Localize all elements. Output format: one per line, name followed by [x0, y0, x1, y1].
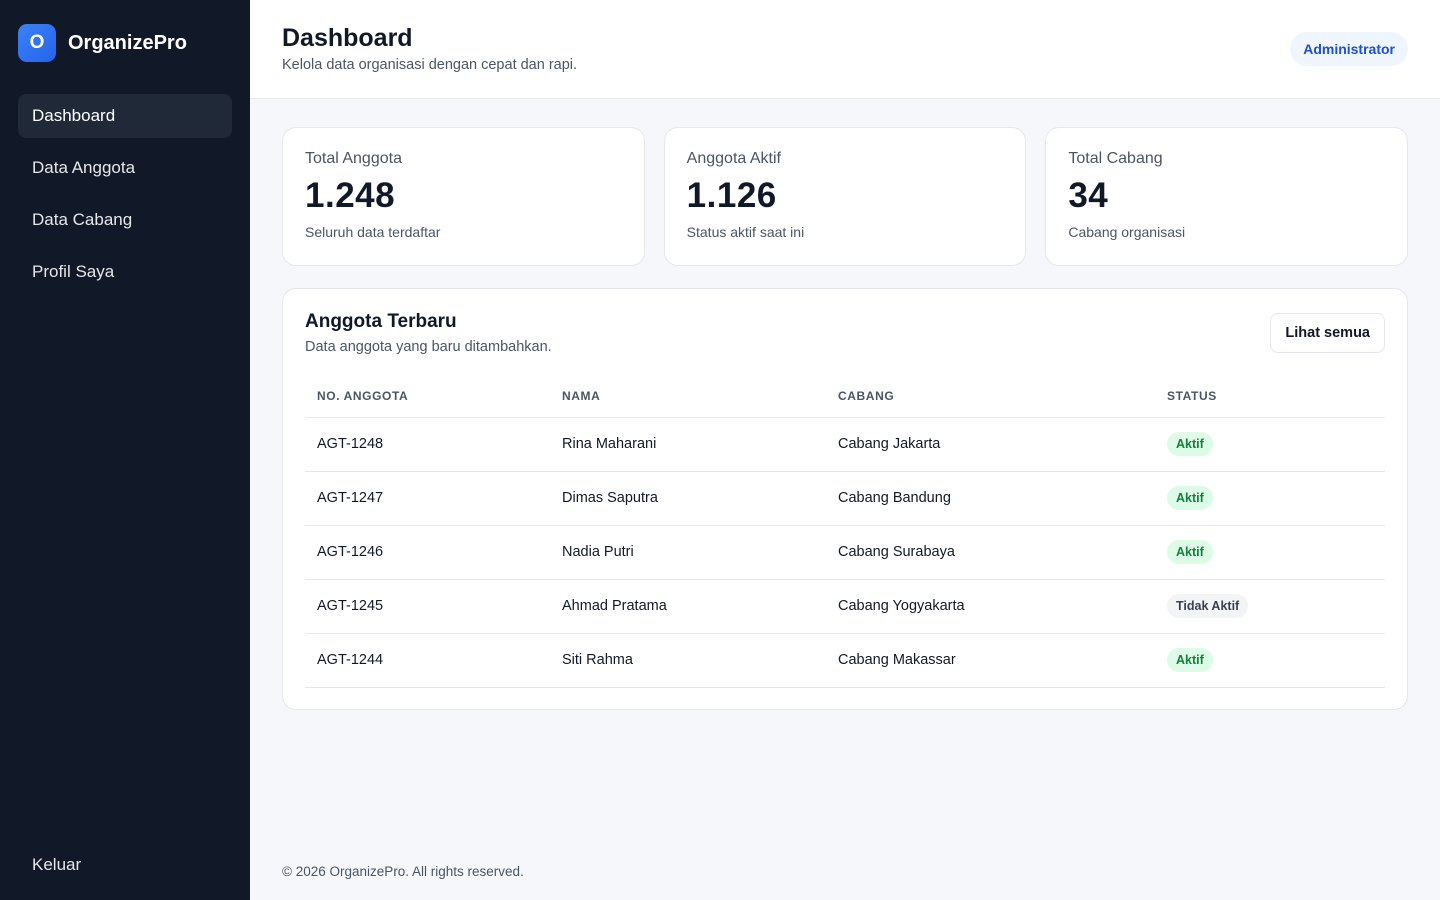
cell-name: Ahmad Pratama — [550, 579, 826, 634]
stat-label: Total Cabang — [1068, 150, 1163, 167]
stat-card-total-anggota: Total Anggota 1.248 Seluruh data terdaft… — [282, 127, 645, 266]
stat-label: Anggota Aktif — [686, 150, 781, 167]
sidebar-nav: Dashboard Data Anggota Data Cabang Profi… — [18, 94, 232, 302]
status-badge: Aktif — [1167, 648, 1213, 672]
sidebar-item-profil-saya[interactable]: Profil Saya — [32, 262, 115, 281]
cell-member-number: AGT-1246 — [305, 525, 550, 580]
cell-status: Aktif — [1155, 417, 1385, 472]
cell-status: Aktif — [1155, 525, 1385, 580]
brand-name: OrganizePro — [68, 31, 187, 54]
page-title: Dashboard — [282, 24, 413, 52]
cell-branch: Cabang Jakarta — [826, 417, 1155, 472]
cell-member-number: AGT-1245 — [305, 579, 550, 634]
table-header-row: NO. ANGGOTA NAMA CABANG STATUS — [305, 375, 1385, 418]
cell-member-number: AGT-1248 — [305, 417, 550, 472]
stat-description: Status aktif saat ini — [686, 224, 805, 240]
stat-description: Seluruh data terdaftar — [305, 224, 441, 240]
cell-member-number: AGT-1244 — [305, 633, 550, 688]
topbar: Dashboard Kelola data organisasi dengan … — [250, 0, 1440, 99]
cell-name: Siti Rahma — [550, 633, 826, 688]
sidebar: O OrganizePro Dashboard Data Anggota Dat… — [0, 0, 250, 900]
column-header-name: NAMA — [550, 375, 826, 418]
stat-value: 1.126 — [686, 176, 777, 215]
table-row[interactable]: AGT-1244 Siti Rahma Cabang Makassar Akti… — [305, 633, 1385, 688]
stat-value: 1.248 — [305, 176, 396, 215]
cell-status: Aktif — [1155, 471, 1385, 526]
cell-status: Tidak Aktif — [1155, 579, 1385, 634]
stat-card-anggota-aktif: Anggota Aktif 1.126 Status aktif saat in… — [663, 127, 1027, 266]
status-badge: Aktif — [1167, 540, 1213, 564]
footer-copyright: © 2026 OrganizePro. All rights reserved. — [282, 864, 524, 879]
status-badge: Aktif — [1167, 432, 1213, 456]
cell-branch: Cabang Surabaya — [826, 525, 1155, 580]
stat-description: Cabang organisasi — [1068, 224, 1186, 240]
cell-name: Nadia Putri — [550, 525, 826, 580]
table-row[interactable]: AGT-1247 Dimas Saputra Cabang Bandung Ak… — [305, 471, 1385, 526]
cell-name: Rina Maharani — [550, 417, 826, 472]
page-subtitle: Kelola data organisasi dengan cepat dan … — [282, 57, 578, 73]
sidebar-item-data-cabang[interactable]: Data Cabang — [32, 210, 133, 229]
cell-branch: Cabang Makassar — [826, 633, 1155, 688]
cell-member-number: AGT-1247 — [305, 471, 550, 526]
status-badge: Aktif — [1167, 486, 1213, 510]
stat-card-total-cabang: Total Cabang 34 Cabang organisasi — [1045, 127, 1409, 266]
brand[interactable]: O OrganizePro — [18, 24, 187, 62]
logout-link[interactable]: Keluar — [32, 855, 82, 874]
sidebar-item-data-anggota[interactable]: Data Anggota — [32, 158, 136, 177]
cell-branch: Cabang Yogyakarta — [826, 579, 1155, 634]
stats-row: Total Anggota 1.248 Seluruh data terdaft… — [282, 127, 1409, 266]
status-badge: Tidak Aktif — [1167, 594, 1249, 618]
stat-value: 34 — [1068, 176, 1109, 215]
cell-branch: Cabang Bandung — [826, 471, 1155, 526]
column-header-status: STATUS — [1155, 375, 1385, 418]
table-row[interactable]: AGT-1248 Rina Maharani Cabang Jakarta Ak… — [305, 417, 1385, 472]
members-table: NO. ANGGOTA NAMA CABANG STATUS AGT-1248 … — [305, 375, 1385, 688]
user-role-badge[interactable]: Administrator — [1290, 32, 1408, 66]
recent-members-panel: Anggota Terbaru Data anggota yang baru d… — [282, 288, 1408, 710]
sidebar-item-dashboard[interactable]: Dashboard — [18, 94, 232, 138]
cell-status: Aktif — [1155, 633, 1385, 688]
stat-label: Total Anggota — [305, 150, 402, 167]
brand-logo-icon: O — [18, 24, 56, 62]
table-row[interactable]: AGT-1246 Nadia Putri Cabang Surabaya Akt… — [305, 525, 1385, 580]
panel-subtitle: Data anggota yang baru ditambahkan. — [305, 339, 552, 355]
column-header-branch: CABANG — [826, 375, 1155, 418]
cell-name: Dimas Saputra — [550, 471, 826, 526]
table-row[interactable]: AGT-1245 Ahmad Pratama Cabang Yogyakarta… — [305, 579, 1385, 634]
column-header-member-number: NO. ANGGOTA — [305, 375, 550, 418]
panel-title: Anggota Terbaru — [305, 311, 457, 332]
view-all-button[interactable]: Lihat semua — [1270, 313, 1385, 353]
